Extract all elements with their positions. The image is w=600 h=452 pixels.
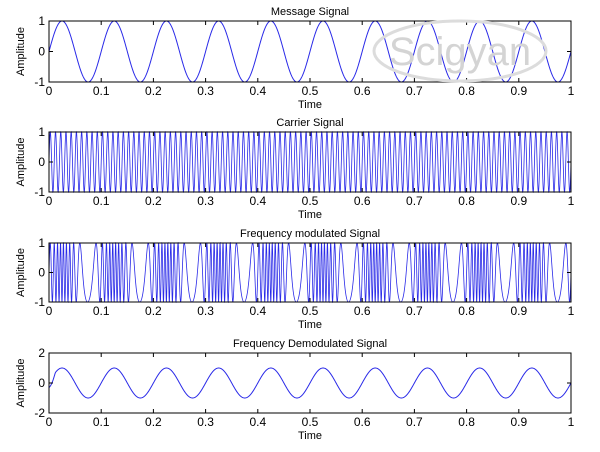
svg-text:Scigyan: Scigyan xyxy=(389,30,531,74)
x-tick-label: 0 xyxy=(46,415,53,429)
x-tick-label: 0.6 xyxy=(354,415,371,429)
x-tick-label: 0.2 xyxy=(145,304,162,318)
x-tick-label: 0.3 xyxy=(197,415,214,429)
x-tick-label: 0.4 xyxy=(249,415,266,429)
y-axis-label: Amplitude xyxy=(15,359,27,408)
subplot-message: 0 0.1 0.2 0.3 0.4 0.5 0.6 0.7 0.8 0.9 1-101Message… xyxy=(15,6,575,111)
x-tick-label: 0.4 xyxy=(249,84,266,98)
x-tick-label: 0.6 xyxy=(354,304,371,318)
y-tick-label: -1 xyxy=(34,185,45,199)
x-tick-label: 0.4 xyxy=(249,194,266,208)
x-tick-label: 0.5 xyxy=(302,194,319,208)
x-tick-label: 0.3 xyxy=(197,194,214,208)
x-tick-label: 0.5 xyxy=(302,304,319,318)
y-tick-label: 0 xyxy=(38,155,45,169)
x-tick-label: 0.5 xyxy=(302,84,319,98)
subplot-carrier: 0 0.1 0.2 0.3 0.4 0.5 0.6 0.7 0.8 0.9 1-101Carrier… xyxy=(15,117,575,221)
y-tick-label: -1 xyxy=(34,75,45,89)
x-tick-label: 0.7 xyxy=(406,194,423,208)
y-tick-label: 0 xyxy=(38,45,45,59)
subplot-title: Message Signal xyxy=(271,6,349,18)
y-tick-label: 2 xyxy=(38,346,45,360)
x-tick-label: 1 xyxy=(568,194,575,208)
x-tick-label: 0.9 xyxy=(510,304,527,318)
subplot-demod: 0 0.1 0.2 0.3 0.4 0.5 0.6 0.7 0.8 0.9 1-202Frequen… xyxy=(15,338,575,442)
x-tick-label: 0.2 xyxy=(145,415,162,429)
x-tick-label: 0.3 xyxy=(197,304,214,318)
series-line-message xyxy=(49,20,571,83)
watermark: Scigyan xyxy=(372,19,548,83)
x-tick-label: 0.6 xyxy=(354,84,371,98)
x-tick-label: 0 xyxy=(46,84,53,98)
y-axis-label: Amplitude xyxy=(15,138,27,187)
y-axis-label: Amplitude xyxy=(15,248,27,297)
subplot-title: Frequency Demodulated Signal xyxy=(233,338,387,350)
series-line-carrier xyxy=(49,131,571,193)
x-tick-label: 0.3 xyxy=(197,84,214,98)
x-tick-label: 0.1 xyxy=(93,194,110,208)
x-tick-label: 1 xyxy=(568,84,575,98)
x-tick-label: 0.8 xyxy=(458,415,475,429)
x-tick-label: 0 xyxy=(46,304,53,318)
y-tick-label: 0 xyxy=(38,376,45,390)
x-tick-label: 0.9 xyxy=(510,194,527,208)
x-tick-label: 0.8 xyxy=(458,304,475,318)
y-tick-label: 0 xyxy=(38,266,45,280)
x-tick-label: 0.1 xyxy=(93,415,110,429)
x-axis-label: Time xyxy=(298,319,322,331)
y-tick-label: 1 xyxy=(38,125,45,139)
x-tick-label: 0.1 xyxy=(93,304,110,318)
x-tick-label: 0.9 xyxy=(510,84,527,98)
subplot-title: Frequency modulated Signal xyxy=(240,228,380,240)
x-tick-label: 0.4 xyxy=(249,304,266,318)
x-tick-label: 1 xyxy=(568,415,575,429)
series-line-demodulated xyxy=(49,367,571,399)
y-tick-label: -2 xyxy=(34,406,45,420)
x-axis-label: Time xyxy=(298,209,322,221)
y-tick-label: 1 xyxy=(38,236,45,250)
x-axis-label: Time xyxy=(298,430,322,442)
x-tick-label: 0.1 xyxy=(93,84,110,98)
x-tick-label: 0.8 xyxy=(458,194,475,208)
x-tick-label: 0.2 xyxy=(145,84,162,98)
y-tick-label: 1 xyxy=(38,14,45,28)
x-tick-label: 0.7 xyxy=(406,304,423,318)
y-tick-label: -1 xyxy=(34,295,45,309)
x-tick-label: 0.7 xyxy=(406,84,423,98)
x-tick-label: 0 xyxy=(46,194,53,208)
subplot-fm: 0 0.1 0.2 0.3 0.4 0.5 0.6 0.7 0.8 0.9 1-101Frequen… xyxy=(15,228,575,331)
x-tick-label: 1 xyxy=(568,304,575,318)
x-tick-label: 0.7 xyxy=(406,415,423,429)
y-axis-label: Amplitude xyxy=(15,27,27,76)
x-tick-label: 0.2 xyxy=(145,194,162,208)
x-axis-label: Time xyxy=(298,99,322,111)
subplot-title: Carrier Signal xyxy=(276,117,343,129)
x-tick-label: 0.6 xyxy=(354,194,371,208)
series-line-fm xyxy=(49,242,571,303)
x-tick-label: 0.5 xyxy=(302,415,319,429)
x-tick-label: 0.8 xyxy=(458,84,475,98)
x-tick-label: 0.9 xyxy=(510,415,527,429)
